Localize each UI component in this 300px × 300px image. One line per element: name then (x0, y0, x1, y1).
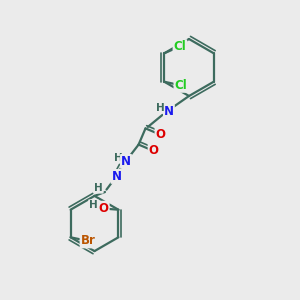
Text: N: N (111, 170, 122, 183)
Text: O: O (99, 202, 109, 215)
Text: H: H (94, 183, 103, 193)
Text: N: N (121, 155, 131, 168)
Text: H: H (113, 153, 122, 163)
Text: O: O (148, 144, 159, 157)
Text: N: N (164, 105, 174, 118)
Text: Br: Br (81, 234, 95, 248)
Text: Cl: Cl (174, 79, 187, 92)
Text: O: O (155, 128, 166, 141)
Text: Cl: Cl (173, 40, 186, 53)
Text: H: H (155, 103, 164, 113)
Text: H: H (89, 200, 98, 210)
